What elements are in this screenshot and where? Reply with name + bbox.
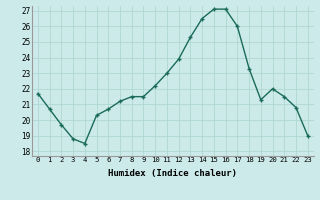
X-axis label: Humidex (Indice chaleur): Humidex (Indice chaleur) [108, 169, 237, 178]
